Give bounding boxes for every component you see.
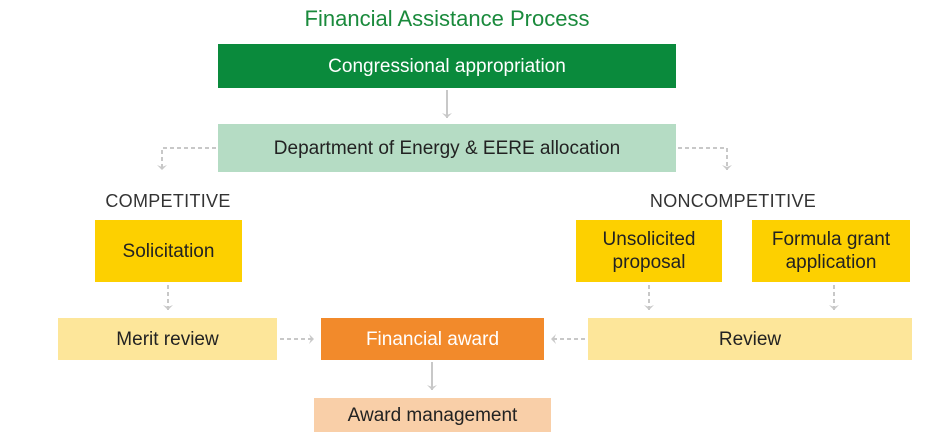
branch-label: NONCOMPETITIVE [649,191,817,211]
node: Merit review [58,318,277,360]
node: Formula grant application [752,220,910,282]
node: Solicitation [95,220,242,282]
node: Award management [314,398,551,432]
node: Department of Energy & EERE allocation [218,124,676,172]
title: Financial Assistance Process [304,6,590,31]
arrow [157,147,216,170]
node: Congressional appropriation [218,44,676,88]
node: Unsolicited proposal [576,220,722,282]
branch-label: COMPETITIVE [105,191,231,211]
node: Review [588,318,912,360]
arrow [678,147,732,170]
node: Financial award [321,318,544,360]
